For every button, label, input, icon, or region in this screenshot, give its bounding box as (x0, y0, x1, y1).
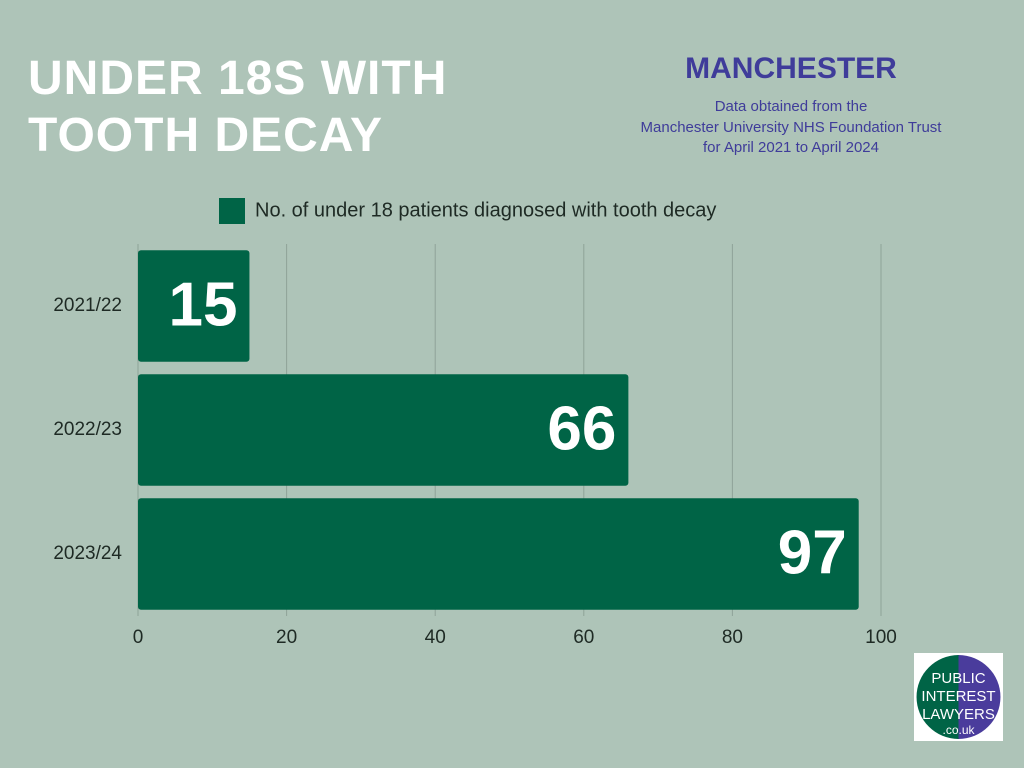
logo-text: .co.uk (942, 723, 975, 737)
x-tick-label: 20 (276, 627, 297, 648)
y-tick-label: 2021/22 (53, 295, 122, 316)
legend-label: No. of under 18 patients diagnosed with … (255, 199, 716, 221)
bar (138, 374, 629, 486)
note-line: Manchester University NHS Foundation Tru… (641, 119, 943, 136)
x-tick-label: 0 (133, 627, 144, 648)
bar (138, 498, 859, 610)
subtitle: MANCHESTER (685, 52, 897, 85)
data-label: 97 (778, 518, 847, 587)
x-tick-label: 40 (425, 627, 446, 648)
note-line: for April 2021 to April 2024 (703, 139, 879, 156)
data-label: 66 (547, 394, 616, 463)
y-tick-label: 2023/24 (53, 543, 122, 564)
x-tick-label: 80 (722, 627, 743, 648)
bar (138, 250, 250, 362)
data-label: 15 (168, 270, 237, 339)
logo-text: PUBLIC (931, 670, 985, 687)
y-tick-label: 2022/23 (53, 419, 122, 440)
x-tick-label: 60 (573, 627, 594, 648)
note-line: Data obtained from the (715, 98, 868, 115)
logo-text: LAWYERS (922, 706, 995, 723)
logo-right (958, 655, 1001, 739)
chart-title: UNDER 18S WITH TOOTH DECAY (28, 52, 448, 162)
logo-text: INTEREST (921, 688, 995, 705)
legend-swatch (219, 198, 245, 224)
logo-left (916, 655, 959, 739)
x-tick-label: 100 (865, 627, 897, 648)
